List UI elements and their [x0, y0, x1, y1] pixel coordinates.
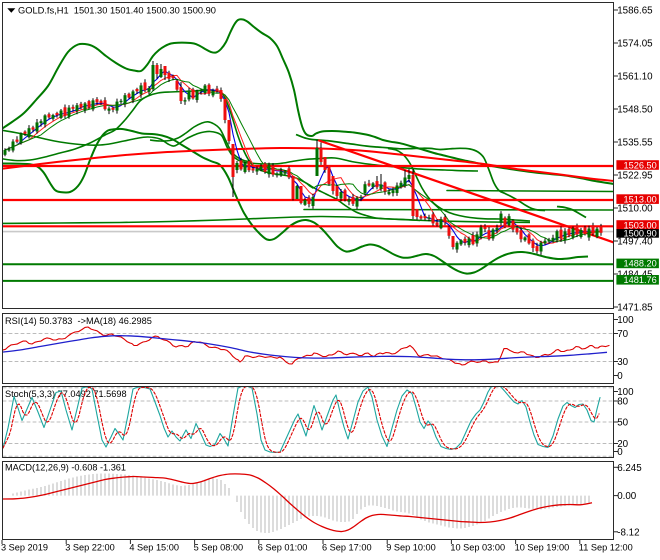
svg-text:1503.00: 1503.00 — [624, 220, 657, 230]
svg-text:1535.55: 1535.55 — [617, 138, 653, 149]
svg-text:1526.50: 1526.50 — [624, 160, 657, 170]
svg-text:30: 30 — [617, 357, 628, 368]
svg-text:50: 50 — [617, 418, 628, 429]
svg-text:1586.65: 1586.65 — [617, 6, 653, 17]
svg-text:4 Sep 15:00: 4 Sep 15:00 — [129, 543, 179, 553]
svg-text:1574.05: 1574.05 — [617, 39, 653, 50]
svg-text:0: 0 — [617, 371, 623, 382]
svg-text:Stoch(5,3,3) 77.0492 71.5698: Stoch(5,3,3) 77.0492 71.5698 — [5, 389, 127, 399]
svg-text:1500.90: 1500.90 — [624, 229, 657, 239]
svg-text:10 Sep 03:00: 10 Sep 03:00 — [450, 543, 505, 553]
svg-text:3 Sep 22:00: 3 Sep 22:00 — [65, 543, 115, 553]
svg-text:11 Sep 12:00: 11 Sep 12:00 — [579, 543, 633, 553]
svg-text:70: 70 — [617, 329, 628, 340]
svg-text:6 Sep 17:00: 6 Sep 17:00 — [322, 543, 372, 553]
svg-text:RSI(14) 50.3783 ->MA(18) 46.2: RSI(14) 50.3783 ->MA(18) 46.2985 — [5, 316, 152, 326]
svg-text:1522.95: 1522.95 — [617, 171, 653, 182]
svg-text:1548.50: 1548.50 — [617, 105, 653, 116]
svg-text:0: 0 — [617, 447, 623, 458]
svg-text:MACD(12,26,9) -0.608 -1.361: MACD(12,26,9) -0.608 -1.361 — [5, 463, 126, 473]
svg-text:10 Sep 19:00: 10 Sep 19:00 — [515, 543, 570, 553]
svg-text:-8.12: -8.12 — [617, 527, 639, 538]
svg-text:1497.40: 1497.40 — [617, 237, 653, 248]
svg-text:0.00: 0.00 — [617, 491, 637, 502]
svg-text:80: 80 — [617, 397, 628, 408]
svg-text:20: 20 — [617, 439, 628, 450]
svg-text:5 Sep 08:00: 5 Sep 08:00 — [194, 543, 244, 553]
svg-text:1471.85: 1471.85 — [617, 303, 653, 314]
svg-text:6.245: 6.245 — [617, 463, 642, 474]
svg-text:1513.00: 1513.00 — [624, 194, 657, 204]
svg-text:1561.10: 1561.10 — [617, 72, 653, 83]
svg-text:1510.00: 1510.00 — [617, 204, 653, 215]
svg-text:9 Sep 10:00: 9 Sep 10:00 — [386, 543, 436, 553]
svg-text:3 Sep 2019: 3 Sep 2019 — [1, 543, 48, 553]
svg-text:100: 100 — [617, 387, 634, 398]
svg-text:6 Sep 01:00: 6 Sep 01:00 — [258, 543, 308, 553]
svg-text:GOLD.fs,H1 1501.30 1501.40 15: GOLD.fs,H1 1501.30 1501.40 1500.30 1500.… — [18, 6, 216, 16]
svg-text:100: 100 — [617, 315, 634, 326]
svg-text:1481.76: 1481.76 — [624, 275, 657, 285]
svg-text:1488.20: 1488.20 — [624, 259, 657, 269]
